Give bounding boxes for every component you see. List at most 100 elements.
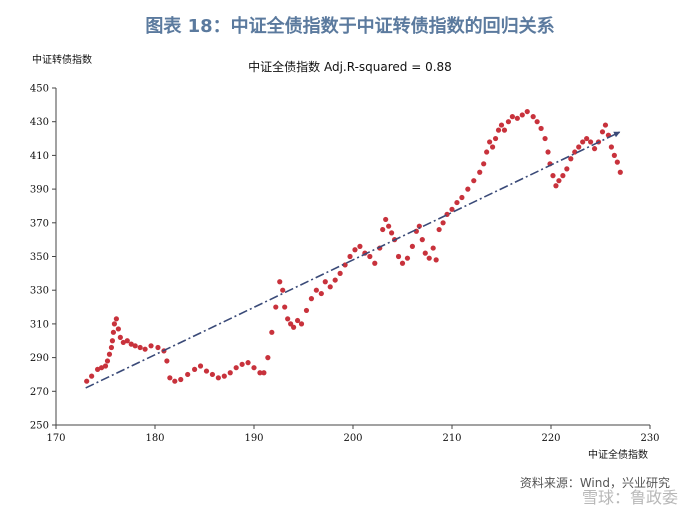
- data-point: [611, 152, 617, 158]
- data-point: [584, 135, 590, 142]
- data-point: [98, 365, 105, 371]
- data-point: [337, 270, 343, 276]
- data-point: [203, 368, 210, 374]
- regression-line: [85, 131, 621, 389]
- y-tick-label: 350: [30, 252, 49, 263]
- data-point: [550, 173, 556, 179]
- data-point: [148, 343, 154, 349]
- data-point: [471, 178, 477, 184]
- data-point: [282, 304, 288, 310]
- data-point: [102, 363, 109, 369]
- data-point: [572, 149, 578, 155]
- data-point: [352, 247, 358, 253]
- y-axis-label: 中证转债指数: [32, 53, 92, 66]
- data-point: [553, 183, 559, 189]
- data-point: [128, 341, 134, 347]
- data-point: [111, 321, 118, 327]
- data-point: [120, 339, 126, 346]
- trendline-group: [85, 131, 621, 389]
- data-point: [108, 344, 115, 351]
- data-point: [399, 260, 406, 266]
- data-point: [465, 186, 471, 192]
- data-point: [209, 371, 216, 378]
- y-tick-label: 250: [30, 421, 49, 432]
- data-point: [106, 351, 113, 357]
- watermark: 雪球：鲁政委: [581, 488, 678, 507]
- y-tick-label: 310: [30, 319, 49, 330]
- data-point: [137, 344, 143, 351]
- data-point: [599, 129, 606, 135]
- data-point: [357, 243, 363, 249]
- data-point: [454, 199, 460, 206]
- data-point: [564, 166, 570, 172]
- y-tick-label: 290: [30, 353, 49, 364]
- data-point: [124, 338, 130, 344]
- data-point: [185, 371, 191, 378]
- data-point: [416, 223, 422, 229]
- data-point: [608, 144, 614, 150]
- data-point: [84, 378, 90, 384]
- figure-title: 图表 18：中证全债指数于中证转债指数的回归关系: [145, 16, 555, 37]
- data-point: [430, 245, 436, 251]
- x-tick-label: 220: [541, 433, 560, 444]
- data-point: [285, 316, 291, 322]
- data-point: [481, 161, 487, 167]
- data-point: [617, 169, 623, 175]
- data-point: [524, 108, 530, 115]
- data-point: [164, 358, 170, 364]
- data-point: [426, 255, 432, 261]
- y-tick-label: 390: [30, 185, 49, 196]
- data-point: [132, 343, 138, 349]
- data-point: [94, 366, 101, 372]
- data-point: [509, 114, 515, 120]
- data-point: [372, 260, 378, 266]
- data-point: [291, 324, 297, 330]
- x-tick-label: 210: [442, 433, 461, 444]
- data-point: [545, 149, 551, 155]
- data-point: [192, 366, 198, 372]
- data-point: [602, 122, 609, 128]
- x-tick-label: 230: [640, 433, 659, 444]
- data-point: [542, 135, 548, 142]
- data-point: [298, 321, 305, 327]
- data-point: [404, 255, 411, 261]
- data-point: [459, 194, 465, 201]
- data-point: [117, 334, 123, 340]
- data-point: [560, 173, 566, 179]
- data-point: [580, 139, 586, 145]
- data-point: [318, 290, 324, 297]
- data-point: [389, 230, 395, 236]
- chart-title: 中证全债指数 Adj.R-squared = 0.88: [248, 59, 452, 74]
- data-point: [277, 279, 283, 285]
- data-point: [257, 370, 263, 376]
- data-point: [498, 122, 505, 128]
- data-point: [227, 370, 233, 376]
- data-point: [487, 139, 493, 145]
- data-point: [251, 365, 257, 371]
- data-point: [436, 226, 442, 233]
- data-point: [449, 206, 455, 212]
- regression-arrowhead: [613, 131, 621, 138]
- data-point: [89, 373, 95, 379]
- data-point: [245, 360, 251, 366]
- data-point: [386, 223, 392, 229]
- y-axis-ticks: 250 270 290 310 330 350 370 390 410 430 450: [30, 84, 56, 432]
- data-point: [172, 378, 178, 384]
- data-point: [492, 135, 499, 142]
- data-point: [534, 119, 540, 125]
- x-tick-label: 190: [244, 433, 263, 444]
- data-point: [142, 346, 148, 352]
- data-point: [327, 284, 333, 290]
- x-axis-label: 中证全债指数: [588, 448, 648, 461]
- data-point: [261, 370, 267, 376]
- data-point: [538, 125, 544, 132]
- data-point: [576, 144, 582, 150]
- data-point: [294, 317, 301, 324]
- data-point: [109, 338, 116, 344]
- data-point: [419, 237, 425, 243]
- data-point: [233, 365, 239, 371]
- x-tick-label: 200: [343, 433, 362, 444]
- data-point: [409, 243, 415, 249]
- y-tick-label: 450: [30, 84, 49, 95]
